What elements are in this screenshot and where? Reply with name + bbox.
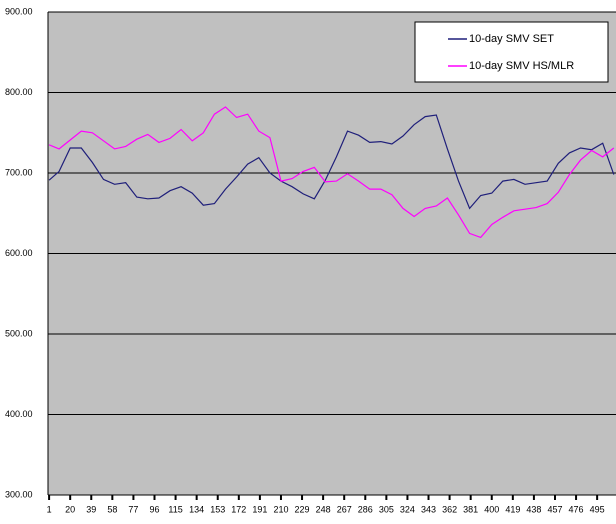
x-tick-label: 248 bbox=[316, 504, 331, 514]
y-tick-label: 400.00 bbox=[5, 409, 33, 419]
x-tick-label: 20 bbox=[65, 504, 75, 514]
x-tick-label: 77 bbox=[128, 504, 138, 514]
y-tick-label: 700.00 bbox=[5, 167, 33, 177]
x-tick-label: 267 bbox=[337, 504, 352, 514]
x-tick-label: 400 bbox=[484, 504, 499, 514]
x-tick-label: 134 bbox=[189, 504, 204, 514]
y-tick-label: 800.00 bbox=[5, 87, 33, 97]
x-tick-label: 305 bbox=[379, 504, 394, 514]
x-tick-label: 1 bbox=[47, 504, 52, 514]
x-tick-label: 58 bbox=[107, 504, 117, 514]
series-line bbox=[48, 106, 615, 239]
x-tick-label: 229 bbox=[295, 504, 310, 514]
x-tick-label: 438 bbox=[526, 504, 541, 514]
x-tick-label: 153 bbox=[210, 504, 225, 514]
legend-box bbox=[414, 21, 609, 83]
x-tick-label: 419 bbox=[505, 504, 520, 514]
y-tick-label: 300.00 bbox=[5, 489, 33, 499]
x-tick-label: 362 bbox=[442, 504, 457, 514]
y-tick-label: 600.00 bbox=[5, 248, 33, 258]
y-tick-label: 900.00 bbox=[5, 6, 33, 16]
x-tick-label: 191 bbox=[252, 504, 267, 514]
x-tick-label: 96 bbox=[149, 504, 159, 514]
x-tick-label: 115 bbox=[168, 504, 182, 514]
x-tick-label: 476 bbox=[569, 504, 584, 514]
x-tick-label: 210 bbox=[273, 504, 288, 514]
x-tick-label: 324 bbox=[400, 504, 415, 514]
x-tick-label: 457 bbox=[547, 504, 562, 514]
x-tick-label: 381 bbox=[463, 504, 478, 514]
x-tick-label: 286 bbox=[358, 504, 373, 514]
y-tick-label: 500.00 bbox=[5, 328, 33, 338]
x-tick-label: 343 bbox=[421, 504, 436, 514]
x-tick-label: 495 bbox=[590, 504, 605, 514]
legend-label: 10-day SMV HS/MLR bbox=[469, 60, 574, 72]
x-tick-label: 39 bbox=[86, 504, 96, 514]
series-line bbox=[48, 114, 615, 210]
x-tick-label: 172 bbox=[231, 504, 246, 514]
legend-label: 10-day SMV SET bbox=[469, 33, 554, 45]
